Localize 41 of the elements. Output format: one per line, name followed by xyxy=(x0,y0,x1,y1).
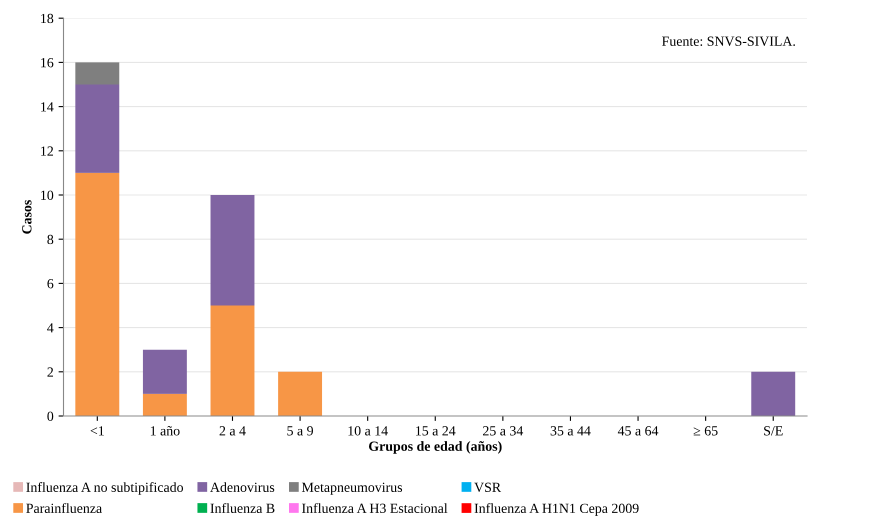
y-tick-label: 6 xyxy=(47,279,54,288)
y-tick-label: 0 xyxy=(47,412,54,421)
x-tick-label: 2 a 4 xyxy=(220,426,246,436)
bar xyxy=(75,172,120,416)
legend-label: Influenza B xyxy=(210,503,274,513)
x-tick-label: <1 xyxy=(90,426,104,436)
y-tick-label: 14 xyxy=(41,102,54,112)
bar xyxy=(278,372,322,416)
y-tick-label: 2 xyxy=(47,367,54,377)
y-tick-label: 8 xyxy=(47,234,54,244)
x-tick-label: 45 a 64 xyxy=(618,426,658,436)
bar xyxy=(142,350,187,394)
y-tick-label: 4 xyxy=(47,323,54,332)
y-tick-label: 18 xyxy=(41,14,54,24)
legend-label: Metapneumovirus xyxy=(302,482,402,495)
bar xyxy=(210,306,254,416)
x-tick-label: 5 a 9 xyxy=(287,426,314,436)
x-tick-label: ≥ 65 xyxy=(694,426,718,436)
x-tick-label: 10 a 14 xyxy=(348,426,388,436)
bar xyxy=(210,195,254,306)
legend-label: Adenovirus xyxy=(210,482,274,492)
x-tick-label: 35 a 44 xyxy=(550,426,591,436)
y-axis-title: Casos xyxy=(22,200,32,234)
legend-label: VSR xyxy=(474,482,502,492)
y-tick-label: 16 xyxy=(41,58,54,68)
bar xyxy=(142,394,187,416)
legend-label: Influenza A no subtipificado xyxy=(26,482,184,495)
legend-label: Influenza A H1N1 Cepa 2009 xyxy=(474,503,639,516)
bar xyxy=(75,84,120,173)
legend-label: Parainfluenza xyxy=(26,503,102,513)
y-tick-label: 12 xyxy=(41,146,54,156)
x-tick-label: 1 año xyxy=(150,426,180,436)
bar xyxy=(75,62,120,84)
annotation: Fuente: SNVS-SIVILA. xyxy=(662,36,795,46)
x-tick-label: 15 a 24 xyxy=(416,426,456,436)
x-tick-label: 25 a 34 xyxy=(483,426,524,436)
y-tick-label: 10 xyxy=(41,190,54,200)
x-tick-label: S/E xyxy=(764,426,783,436)
x-axis-title: Grupos de edad (años) xyxy=(369,441,502,454)
bar xyxy=(751,372,796,416)
legend-label: Influenza A H3 Estacional xyxy=(302,503,448,513)
